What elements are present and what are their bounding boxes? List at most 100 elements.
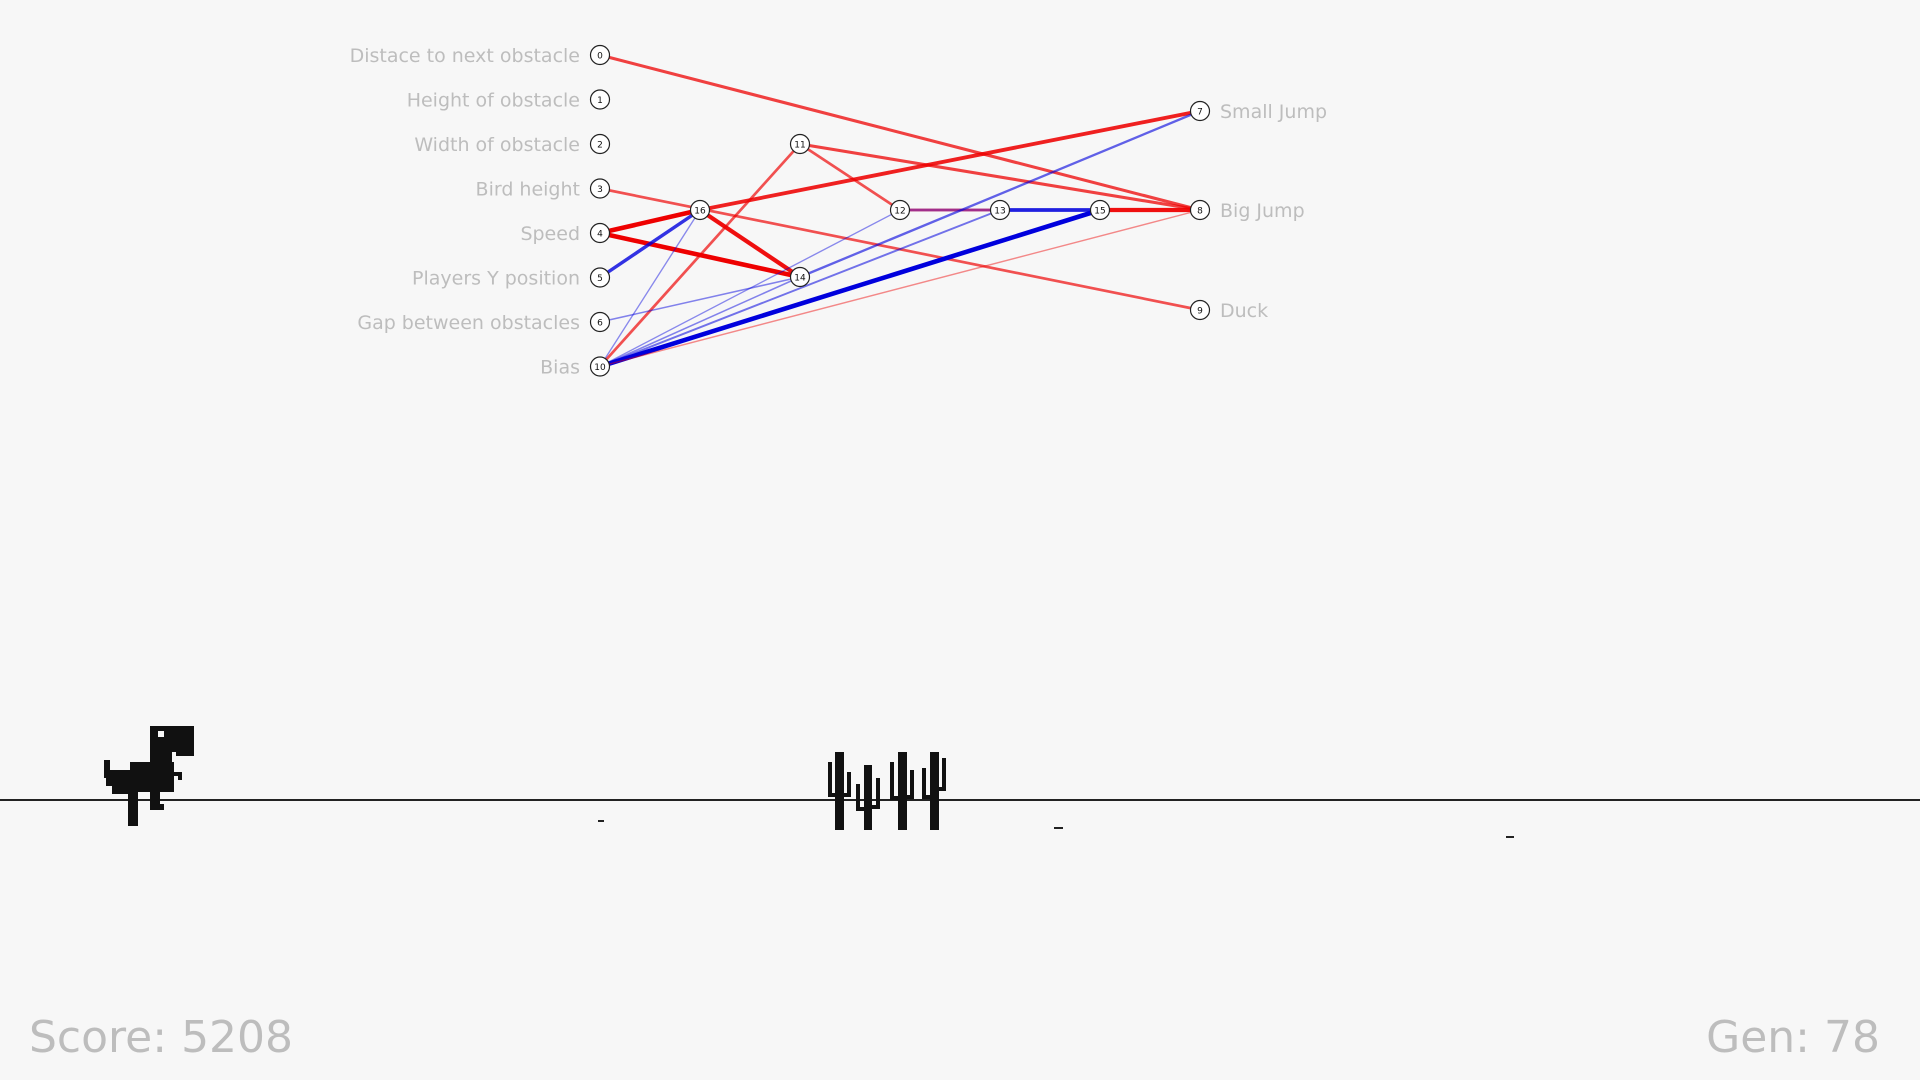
score-display: Score: 5208 xyxy=(29,1016,293,1060)
connection-10-11 xyxy=(598,143,802,368)
node-id: 13 xyxy=(994,207,1005,217)
node-id: 7 xyxy=(1197,108,1203,118)
node-circle xyxy=(889,199,911,221)
generation-value: 78 xyxy=(1824,1012,1880,1063)
cactus-arm-base xyxy=(936,787,946,791)
connection-10-16 xyxy=(599,209,701,367)
dino-leg-front xyxy=(150,792,160,808)
dino-tail-tip xyxy=(104,760,110,778)
generation-label: Gen: xyxy=(1706,1012,1810,1063)
cactus-arm xyxy=(922,768,926,798)
input-label-10: Bias xyxy=(540,357,580,379)
node-id: 2 xyxy=(597,141,603,151)
cactus-arm xyxy=(890,762,894,800)
node-15: 15 xyxy=(1089,199,1111,221)
output-label-8: Big Jump xyxy=(1220,200,1305,222)
node-id: 14 xyxy=(794,274,806,284)
connection-4-16 xyxy=(599,207,701,236)
score-value: 5208 xyxy=(181,1012,294,1063)
connection-10-13 xyxy=(599,209,1001,368)
connection-16-7 xyxy=(699,109,1201,212)
connection-5-16 xyxy=(599,208,701,279)
node-id: 15 xyxy=(1094,207,1105,217)
dino-body xyxy=(130,762,174,792)
node-id: 10 xyxy=(594,363,606,373)
dino-eye xyxy=(158,731,164,737)
node-1: 1 xyxy=(589,89,611,110)
score-label: Score: xyxy=(29,1012,168,1063)
node-5: 5 xyxy=(589,267,611,288)
node-9: 9 xyxy=(1189,299,1211,321)
node-circle xyxy=(1089,199,1111,221)
node-id: 12 xyxy=(894,207,905,217)
node-2: 2 xyxy=(589,133,611,155)
ground-pebble xyxy=(1054,827,1063,829)
node-id: 0 xyxy=(597,52,603,62)
input-label-4: Speed xyxy=(520,223,580,245)
ground-pebble xyxy=(1506,836,1514,838)
node-11: 11 xyxy=(789,133,811,155)
node-id: 6 xyxy=(597,319,603,329)
node-circle xyxy=(589,89,611,110)
input-label-1: Height of obstacle xyxy=(407,90,580,112)
cactus-arm xyxy=(876,778,880,808)
connection-11-12 xyxy=(799,142,901,212)
dino-mouth xyxy=(176,752,194,756)
node-circle xyxy=(589,178,611,199)
cactus-arm-base xyxy=(856,807,866,811)
cactus-arm xyxy=(828,762,832,796)
node-id: 5 xyxy=(597,274,603,284)
ground-pebble xyxy=(598,820,604,822)
connection-11-8 xyxy=(799,142,1201,212)
cactus-stem xyxy=(835,752,844,830)
dino-leg-back xyxy=(128,792,138,814)
dino-foot-back xyxy=(128,810,138,826)
dinosaur-player xyxy=(104,726,194,826)
connection-10-15 xyxy=(599,207,1101,369)
connection-0-8 xyxy=(599,53,1201,212)
node-circle xyxy=(589,133,611,155)
cactus-arm-base xyxy=(870,805,880,809)
dino-arm-tip xyxy=(178,776,182,780)
node-id: 16 xyxy=(694,207,706,217)
dino-arm xyxy=(174,772,182,776)
node-circle xyxy=(589,311,611,333)
cactus-arm-base xyxy=(828,793,838,797)
node-14: 14 xyxy=(789,266,811,288)
dino-tail xyxy=(106,770,130,786)
node-circle xyxy=(1189,199,1211,221)
connection-14-7 xyxy=(799,109,1201,279)
node-circle xyxy=(989,199,1011,221)
input-label-5: Players Y position xyxy=(412,268,580,290)
node-id: 3 xyxy=(597,185,603,195)
node-circle xyxy=(789,266,811,288)
cactus-stem xyxy=(930,752,939,830)
cactus-stem xyxy=(898,752,907,830)
output-label-7: Small Jump xyxy=(1220,101,1327,123)
input-label-3: Bird height xyxy=(476,179,580,201)
node-id: 1 xyxy=(597,96,603,106)
cactus-arm-base xyxy=(890,796,900,800)
ground xyxy=(0,799,1920,838)
node-4: 4 xyxy=(589,222,611,244)
node-8: 8 xyxy=(1189,199,1211,221)
node-7: 7 xyxy=(1189,100,1211,122)
connection-16-14 xyxy=(698,208,802,279)
cactus-arm xyxy=(847,772,851,796)
dino-foot-front xyxy=(150,804,164,810)
node-id: 4 xyxy=(597,230,603,240)
dino-head xyxy=(150,726,194,752)
network-connections xyxy=(598,53,1201,369)
node-circle xyxy=(1189,299,1211,321)
node-circle xyxy=(589,44,611,66)
connection-10-14 xyxy=(599,276,801,368)
node-circle xyxy=(589,222,611,244)
input-label-2: Width of obstacle xyxy=(414,134,580,156)
node-id: 11 xyxy=(794,141,805,151)
node-16: 16 xyxy=(689,199,711,221)
node-circle xyxy=(689,199,711,221)
node-circle xyxy=(789,133,811,155)
